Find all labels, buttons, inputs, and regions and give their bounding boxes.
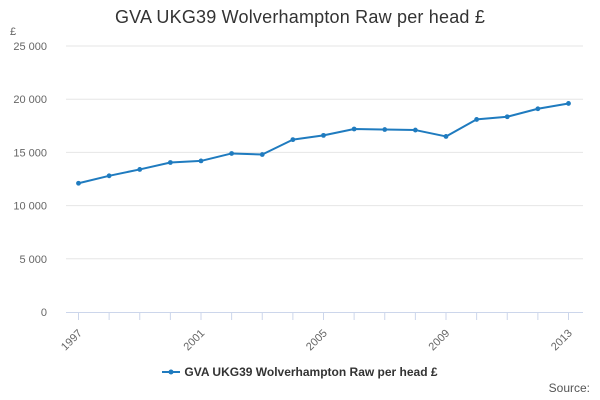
- data-point: [137, 167, 143, 172]
- gridlines: [66, 45, 583, 260]
- y-tick-label: 20 000: [13, 94, 47, 106]
- data-point: [443, 134, 449, 139]
- chart-title: GVA UKG39 Wolverhampton Raw per head £: [114, 7, 486, 27]
- data-point: [566, 101, 571, 106]
- data-point: [351, 126, 357, 132]
- data-point: [76, 180, 81, 186]
- axes: 0 5 000 10 000 15 000 20 000 25 000 £1997 2001 2…: [10, 26, 583, 353]
- data-point: [259, 152, 265, 157]
- x-tick-label: 2013: [549, 327, 575, 353]
- data-point: [106, 173, 112, 179]
- series-line: [77, 102, 570, 185]
- data-point: [229, 151, 235, 156]
- legend-line-icon: [162, 369, 181, 375]
- data-point: [321, 132, 326, 138]
- data-point: [167, 160, 173, 165]
- y-axis-label: £: [10, 26, 16, 38]
- y-tick-label: 15 000: [13, 147, 47, 159]
- data-point: [290, 137, 296, 143]
- legend-item[interactable]: GVA UKG39 Wolverhampton Raw per head £: [162, 365, 438, 379]
- y-tick-label: 10 000: [13, 201, 47, 213]
- data-point: [535, 106, 541, 112]
- y-tick-label: 5 000: [19, 254, 47, 266]
- data-point: [382, 127, 388, 132]
- data-point: [474, 117, 480, 122]
- data-point: [412, 127, 418, 133]
- data-point: [504, 114, 510, 120]
- x-tick-label: 1997: [59, 327, 85, 353]
- x-tick-label: 2005: [304, 327, 330, 353]
- x-tick-label: 2009: [427, 327, 453, 353]
- x-tick-label: 2001: [182, 327, 208, 353]
- y-tick-label: 0: [41, 307, 47, 319]
- legend: GVA UKG39 Wolverhampton Raw per head £: [0, 365, 600, 380]
- data-point: [198, 158, 204, 164]
- series: [76, 101, 571, 186]
- legend-label: GVA UKG39 Wolverhampton Raw per head £: [184, 365, 438, 379]
- y-tick-label: 25 000: [13, 41, 47, 53]
- source-credit[interactable]: Source:: [548, 381, 590, 395]
